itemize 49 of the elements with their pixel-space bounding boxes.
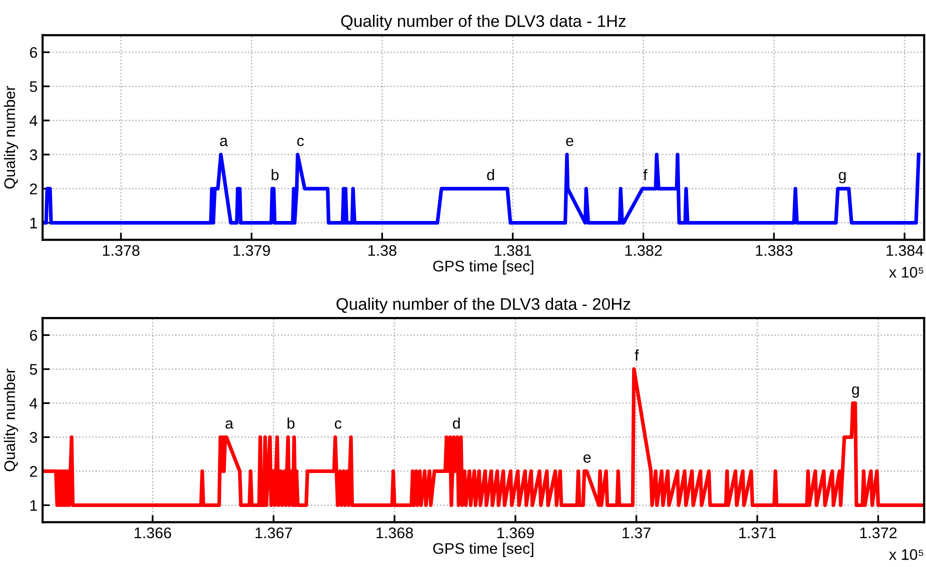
x-tick-label: 1.382: [625, 245, 662, 256]
x-tick-label: 1.368: [376, 527, 413, 538]
y-tick-label: 6: [30, 330, 38, 341]
x-tick-label: 1.379: [234, 245, 270, 256]
y-tick-label: 1: [30, 218, 37, 228]
y-tick-label: 3: [30, 149, 38, 160]
x-tick-label: 1.372: [860, 527, 897, 538]
y-tick-label: 4: [30, 115, 38, 126]
annotation: e: [566, 138, 574, 146]
x-axis-title: GPS time [sec]: [433, 542, 534, 557]
x-tick-label: 1.38: [368, 245, 396, 256]
x-tick-label: 1.381: [494, 245, 532, 256]
annotation: f: [634, 350, 639, 361]
annotation: d: [487, 169, 494, 180]
x-tick-label: 1.367: [256, 527, 292, 538]
annotation: e: [584, 454, 591, 463]
chart-title: Quality number of the DLV3 data - 20Hz: [336, 298, 630, 314]
annotation: b: [272, 169, 279, 180]
annotation: g: [838, 172, 846, 184]
y-tick-label: 5: [30, 81, 38, 92]
x-tick-label: 1.378: [103, 245, 140, 256]
annotation: c: [334, 420, 342, 429]
annotation: d: [452, 418, 460, 429]
annotation: c: [297, 138, 304, 146]
annotation: f: [643, 169, 648, 180]
annotation: a: [226, 420, 234, 429]
y-axis-title: Quality number: [4, 86, 18, 189]
x-tick-label: 1.369: [497, 527, 534, 538]
x-tick-label: 1.366: [134, 527, 172, 538]
y-axis-title: Quality number: [4, 368, 18, 472]
x-axis-title: GPS time [sec]: [433, 260, 534, 275]
x-tick-label: 1.383: [756, 245, 792, 256]
y-tick-label: 2: [30, 184, 37, 194]
y-tick-label: 3: [30, 432, 38, 443]
annotation: a: [220, 138, 228, 146]
chart-title: Quality number of the DLV3 data - 1Hz: [341, 14, 626, 30]
y-tick-label: 4: [30, 398, 38, 409]
x-tick-label: 1.37: [622, 527, 650, 538]
x-tick-label: 1.371: [739, 527, 776, 538]
y-tick-label: 6: [30, 47, 38, 58]
x-tick-label: 1.384: [886, 245, 924, 256]
y-tick-label: 2: [30, 466, 37, 477]
annotation: b: [288, 418, 294, 429]
annotation: g: [852, 386, 859, 398]
y-tick-label: 1: [30, 500, 37, 511]
y-tick-label: 5: [30, 364, 38, 375]
text: x 10⁵: [889, 266, 924, 278]
line-series: [42, 367, 924, 507]
text: x 10⁵: [889, 549, 924, 560]
